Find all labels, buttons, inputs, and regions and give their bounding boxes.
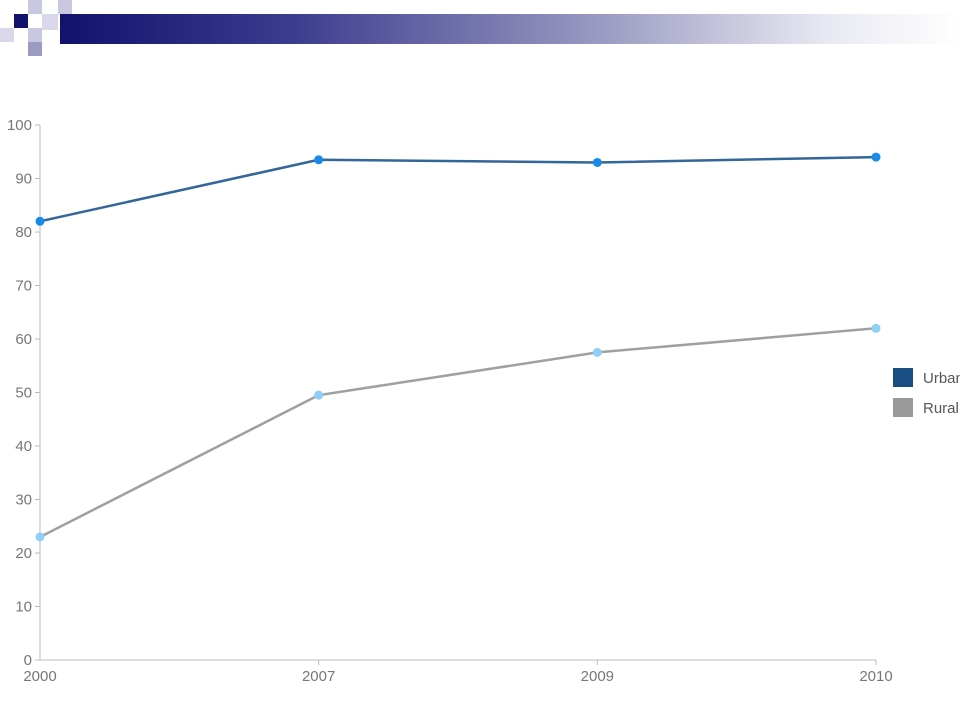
legend-label-urban: Urban bbox=[923, 370, 960, 387]
series-line-urban bbox=[39, 155, 877, 223]
series-points bbox=[35, 152, 881, 542]
y-tick-label: 60 bbox=[15, 331, 32, 348]
y-tick-label: 90 bbox=[15, 171, 32, 188]
chart-legend: Urban Rural bbox=[893, 368, 960, 417]
header-square-light bbox=[28, 0, 42, 14]
data-point-rural bbox=[35, 532, 45, 542]
y-tick-label: 0 bbox=[24, 652, 32, 669]
data-point-rural bbox=[871, 323, 881, 333]
header-square-light bbox=[42, 14, 58, 30]
header-square-light bbox=[58, 0, 72, 14]
x-axis-ticks: 2000 2007 2009 2010 bbox=[23, 660, 893, 685]
y-tick-label: 30 bbox=[15, 492, 32, 509]
y-tick-label: 40 bbox=[15, 438, 32, 455]
y-tick-label: 50 bbox=[15, 385, 32, 402]
data-point-rural bbox=[592, 347, 602, 357]
series-line-rural bbox=[39, 327, 877, 539]
x-tick-label: 2000 bbox=[23, 668, 56, 685]
chart-axes bbox=[39, 125, 876, 661]
y-tick-label: 10 bbox=[15, 599, 32, 616]
x-tick-label: 2009 bbox=[581, 668, 614, 685]
data-point-rural bbox=[314, 390, 324, 400]
data-point-urban bbox=[592, 157, 602, 167]
legend-label-rural: Rural bbox=[923, 400, 959, 417]
header-square-light bbox=[0, 28, 14, 42]
y-tick-label: 100 bbox=[7, 117, 32, 134]
header-square-dark bbox=[14, 14, 28, 28]
header-square-mid bbox=[28, 42, 42, 56]
y-tick-label: 20 bbox=[15, 545, 32, 562]
x-tick-label: 2007 bbox=[302, 668, 335, 685]
x-tick-label: 2010 bbox=[859, 668, 892, 685]
data-point-urban bbox=[35, 216, 45, 226]
legend-swatch-urban bbox=[893, 368, 913, 387]
slide-header-decoration bbox=[0, 0, 960, 60]
header-gradient-bar bbox=[60, 14, 960, 44]
y-axis-ticks: 0 10 20 30 40 50 60 70 80 90 100 bbox=[7, 117, 40, 669]
header-square-mid bbox=[28, 28, 42, 42]
legend-swatch-rural bbox=[893, 398, 913, 417]
y-tick-label: 70 bbox=[15, 278, 32, 295]
data-point-urban bbox=[871, 152, 881, 162]
data-point-urban bbox=[314, 155, 324, 165]
y-tick-label: 80 bbox=[15, 224, 32, 241]
series-lines bbox=[39, 155, 877, 539]
